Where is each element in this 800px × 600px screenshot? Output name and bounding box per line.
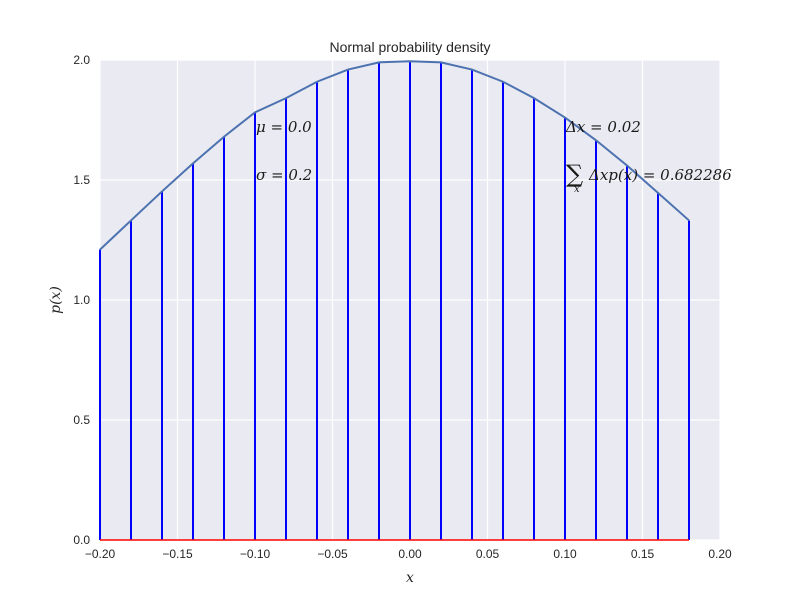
sum-symbol: ∑ (566, 160, 583, 188)
x-tick-label: −0.10 (240, 547, 271, 561)
sigma-annotation: σ = 0.2 (256, 166, 312, 184)
chart-title: Normal probability density (329, 39, 490, 55)
x-tick-label: 0.20 (708, 547, 732, 561)
curve-group (99, 60, 690, 251)
x-tick-label: −0.20 (85, 547, 116, 561)
sum-annotation: Δxp(x) = 0.682286 (588, 166, 732, 184)
mu-annotation: μ = 0.0 (256, 118, 312, 136)
y-tick-labels: 0.0 0.5 1.0 1.5 2.0 (73, 53, 90, 547)
x-tick-label: 0.10 (553, 547, 577, 561)
y-tick-label: 1.0 (73, 293, 90, 307)
density-curve (99, 60, 690, 251)
x-tick-label: −0.05 (317, 547, 348, 561)
stems (99, 61, 690, 540)
x-axis-label: x (406, 570, 414, 586)
x-tick-label: −0.15 (162, 547, 193, 561)
y-tick-label: 0.5 (73, 413, 90, 427)
x-tick-labels: −0.20 −0.15 −0.10 −0.05 0.00 0.05 0.10 0.15 0.20 (85, 547, 732, 561)
y-tick-label: 1.5 (73, 173, 90, 187)
y-axis-label: p(x) (48, 286, 64, 314)
x-tick-label: 0.15 (631, 547, 655, 561)
y-tick-label: 0.0 (73, 533, 90, 547)
x-tick-label: 0.00 (398, 547, 422, 561)
x-tick-label: 0.05 (476, 547, 500, 561)
dx-annotation: Δx = 0.02 (565, 118, 641, 136)
sum-subscript: x (574, 184, 580, 195)
y-tick-label: 2.0 (73, 53, 90, 67)
